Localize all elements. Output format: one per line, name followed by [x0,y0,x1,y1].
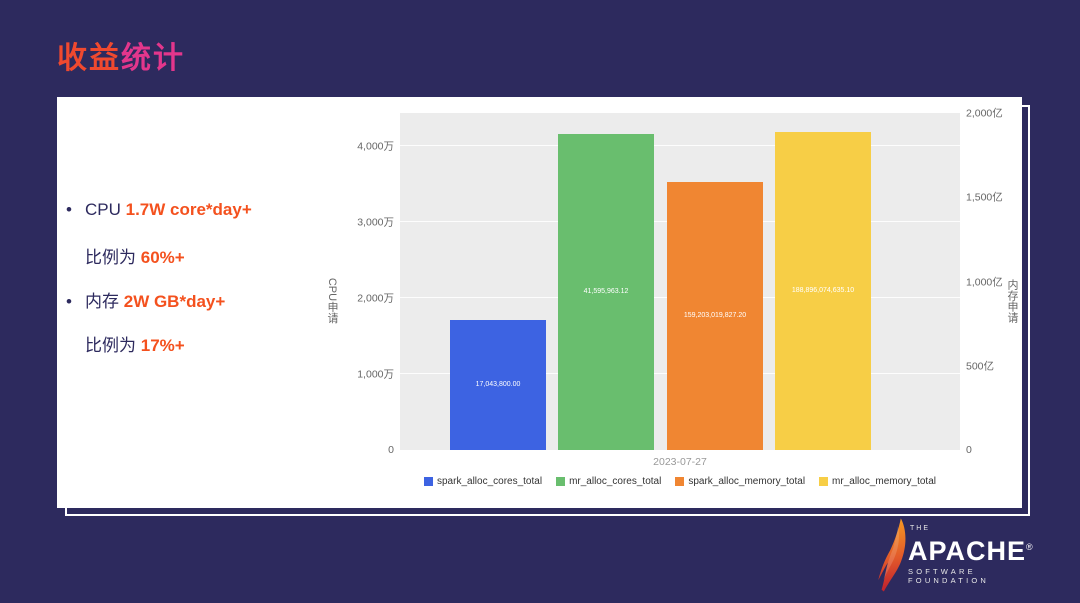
legend-swatch-icon [556,477,566,486]
bar-value-label: 17,043,800.00 [475,381,521,389]
page-title-part1: 收益 [57,42,121,75]
stat-highlight: 17%+ [140,336,185,355]
apache-logo-the: THE [910,525,930,532]
right-axis-ticks: 0 500亿 1,000亿 1,500亿 2,000亿 [966,108,1016,457]
stat-highlight: 2W GB*day+ [123,292,226,311]
bar-chart: CPU申请 0 1,000万 2,000万 3,000万 4,000万 17,043,8… [310,108,1020,501]
legend-swatch-icon [819,477,829,486]
right-axis-tick-label: 0 [966,444,972,456]
bullet-icon: • [66,200,72,219]
right-axis-tick-label: 1,000亿 [966,276,1003,288]
bar-value-label: 159,203,019,827.20 [683,311,747,319]
stat-prefix: CPU [85,200,126,219]
apache-brand-word: APACHE [908,536,1027,566]
stat-prefix: 内存 [85,292,124,311]
stat-highlight: 1.7W core*day+ [125,200,252,219]
chart-legend: spark_alloc_cores_total mr_alloc_cores_to… [380,476,980,487]
legend-item-spark_alloc_cores_total[interactable]: spark_alloc_cores_total [424,476,542,487]
apache-logo: THE APACHE® SOFTWARE FOUNDATION [872,518,1042,597]
stat-cpu-ratio: 比例为 60%+ [66,243,185,268]
page-title-part2: 统计 [121,42,185,75]
left-axis-tick-label: 1,000万 [357,368,394,381]
legend-swatch-icon [424,477,433,486]
bar-value-label: 41,595,963.12 [583,287,629,295]
gridline [400,145,960,146]
left-axis-tick-label: 0 [388,444,394,456]
page-title: 收益统计 [57,33,185,77]
stat-highlight: 60%+ [140,248,185,267]
stat-memory: • 内存 2W GB*day+ [66,287,225,312]
legend-swatch-icon [675,477,685,486]
legend-item-mr_alloc_memory_total[interactable]: mr_alloc_memory_total [819,476,936,487]
apache-logo-tagline: SOFTWARE FOUNDATION [908,567,990,585]
apache-logo-brand: APACHE® [908,532,1042,566]
feather-icon [878,518,906,592]
bar-value-label: 188,896,074,635.10 [791,286,855,294]
registered-mark: ® [1026,542,1034,552]
left-axis-tick-label: 3,000万 [357,216,394,229]
x-axis-tick-label: 2023-07-27 [653,456,707,468]
legend-label: spark_alloc_memory_total [688,476,806,487]
right-axis-tick-label: 2,000亿 [966,107,1003,120]
bar-mr_alloc_memory_total[interactable]: 188,896,074,635.10 [775,131,871,450]
left-axis-tick-label: 4,000万 [357,140,394,153]
content-card: • CPU 1.7W core*day+ 比例为 60%+ • 内存 2W GB*d… [57,97,1022,508]
stat-cpu: • CPU 1.7W core*day+ [66,200,252,220]
stat-prefix: 比例为 [85,248,141,267]
left-axis-title: CPU申请 [326,277,338,324]
legend-item-mr_alloc_cores_total[interactable]: mr_alloc_cores_total [556,476,661,487]
right-axis-tick-label: 500亿 [966,360,995,373]
plot-area: 17,043,800.00 41,595,963.12 159,203,019,82… [400,113,960,450]
left-axis-tick-label: 2,000万 [357,292,394,305]
right-axis-title: 内存申请 [1006,278,1018,323]
legend-label: spark_alloc_cores_total [437,476,543,487]
apache-logo-text: THE APACHE® SOFTWARE FOUNDATION [908,525,1042,585]
bar-spark_alloc_memory_total[interactable]: 159,203,019,827.20 [667,181,763,450]
right-axis-tick-label: 1,500亿 [966,191,1003,204]
bullet-icon: • [66,292,72,311]
stat-prefix: 比例为 [85,336,141,355]
stat-memory-ratio: 比例为 17%+ [66,331,185,356]
left-axis-ticks: 0 1,000万 2,000万 3,000万 4,000万 [310,113,394,457]
legend-item-spark_alloc_memory_total[interactable]: spark_alloc_memory_total [675,476,805,487]
legend-label: mr_alloc_memory_total [832,476,936,487]
legend-label: mr_alloc_cores_total [569,476,662,487]
bar-mr_alloc_cores_total[interactable]: 41,595,963.12 [558,133,654,450]
bar-spark_alloc_cores_total[interactable]: 17,043,800.00 [450,320,546,450]
